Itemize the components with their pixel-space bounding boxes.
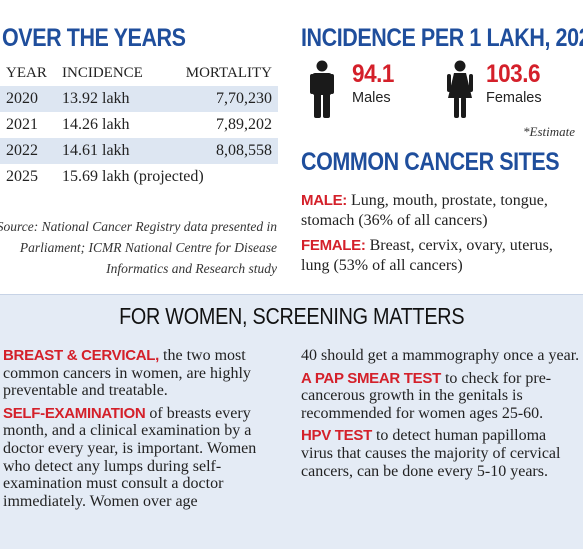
females-label: Females	[486, 90, 542, 106]
row-year: 2022	[6, 142, 38, 159]
table-row: 2022 14.61 lakh 8,08,558	[0, 138, 278, 164]
row-mortality: 7,89,202	[216, 116, 272, 133]
screening-paragraph: A PAP SMEAR TEST to check for pre-cancer…	[301, 370, 581, 423]
pap-smear-key: A PAP SMEAR TEST	[301, 369, 441, 387]
sites-title: COMMON CANCER SITES	[301, 148, 560, 176]
row-mortality: 7,70,230	[216, 90, 272, 107]
screening-left-column: BREAST & CERVICAL, the two most common c…	[3, 347, 283, 515]
row-incidence: 15.69 lakh (projected)	[62, 168, 204, 185]
screening-text: the two most common cancers in women, ar…	[3, 347, 251, 400]
female-key: FEMALE:	[301, 237, 366, 254]
female-person-icon	[447, 60, 473, 118]
source-note: Source: National Cancer Registry data pr…	[0, 219, 277, 276]
breast-cervical-key: BREAST & CERVICAL,	[3, 347, 160, 364]
table-row: 2025 15.69 lakh (projected)	[0, 164, 278, 190]
hpv-test-key: HPV TEST	[301, 427, 372, 445]
row-incidence: 14.26 lakh	[62, 116, 130, 133]
row-year: 2021	[6, 116, 38, 133]
male-person-icon	[310, 60, 334, 118]
table-row: 2020 13.92 lakh 7,70,230	[0, 86, 278, 112]
screening-text: to detect human papilloma virus that cau…	[301, 427, 561, 480]
screening-text: of breasts every month, and a clinical e…	[3, 404, 257, 510]
row-year: 2020	[6, 90, 38, 107]
header-incidence: INCIDENCE	[62, 65, 143, 81]
male-key: MALE:	[301, 192, 347, 209]
self-exam-key: SELF-EXAMINATION	[3, 404, 146, 422]
header-year: YEAR	[6, 65, 47, 81]
row-mortality: 8,08,558	[216, 142, 272, 159]
row-incidence: 14.61 lakh	[62, 142, 130, 159]
screening-paragraph: BREAST & CERVICAL, the two most common c…	[3, 347, 283, 400]
table-row: 2021 14.26 lakh 7,89,202	[0, 112, 278, 138]
estimate-note: *Estimate	[523, 124, 575, 139]
row-incidence: 13.92 lakh	[62, 90, 130, 107]
screening-text: to check for pre-cancerous growth in the…	[301, 369, 552, 422]
screening-paragraph: SELF-EXAMINATION of breasts every month,…	[3, 405, 283, 511]
years-table: YEAR INCIDENCE MORTALITY 2020 13.92 lakh…	[0, 60, 278, 190]
males-label: Males	[352, 90, 391, 106]
screening-title: FOR WOMEN, SCREENING MATTERS	[118, 303, 465, 329]
male-sites: MALE: Lung, mouth, prostate, tongue, sto…	[301, 191, 581, 231]
header-mortality: MORTALITY	[185, 65, 272, 81]
female-sites: FEMALE: Breast, cervix, ovary, uterus, l…	[301, 236, 581, 276]
table-header: YEAR INCIDENCE MORTALITY	[0, 60, 278, 86]
males-value: 94.1	[352, 60, 395, 88]
screening-right-column: 40 should get a mammography once a year.…	[301, 347, 581, 485]
screening-paragraph: HPV TEST to detect human papilloma virus…	[301, 427, 581, 480]
incidence-title: INCIDENCE PER 1 LAKH, 2020*	[301, 24, 583, 52]
screening-paragraph: 40 should get a mammography once a year.	[301, 347, 580, 364]
row-year: 2025	[6, 168, 38, 185]
females-value: 103.6	[486, 60, 541, 88]
female-sites-text: Breast, cervix, ovary, uterus, lung (53%…	[301, 237, 553, 274]
screening-panel: FOR WOMEN, SCREENING MATTERS BREAST & CE…	[0, 294, 583, 549]
years-title: OVER THE YEARS	[2, 24, 186, 52]
male-sites-text: Lung, mouth, prostate, tongue, stomach (…	[301, 192, 548, 229]
